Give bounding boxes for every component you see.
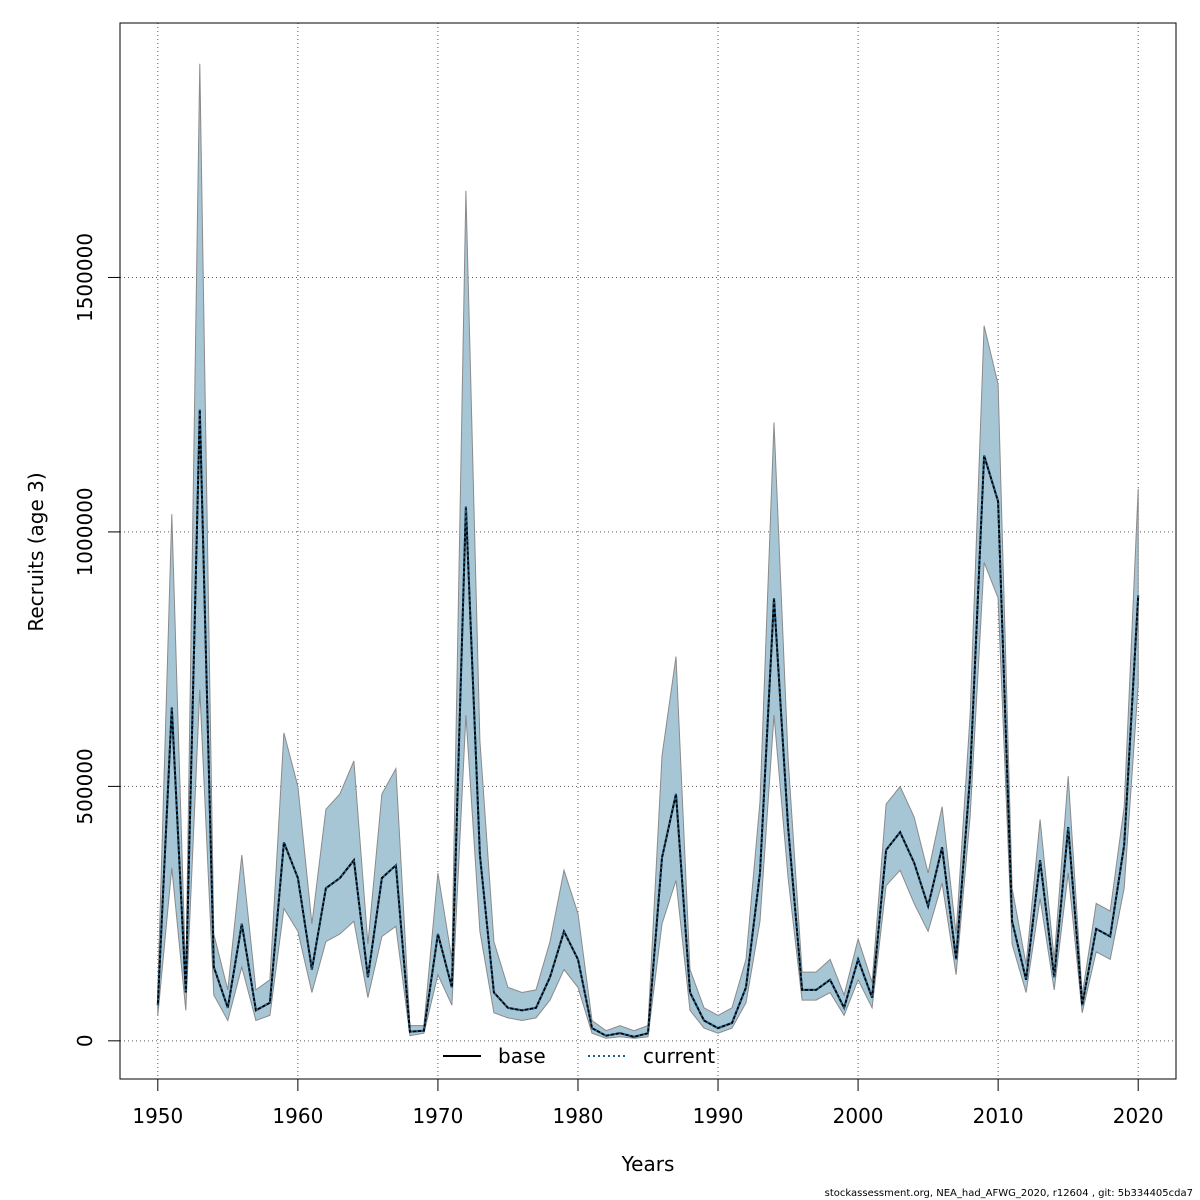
series-line-current xyxy=(156,409,1140,1038)
legend-label-current: current xyxy=(643,1044,715,1068)
y-tick-label: 500000 xyxy=(73,748,97,824)
x-tick-label: 2000 xyxy=(833,1104,884,1128)
x-tick-label: 2020 xyxy=(1113,1104,1164,1128)
x-tick-label: 2010 xyxy=(973,1104,1024,1128)
y-tick-label: 0 xyxy=(73,1034,97,1047)
legend: base current xyxy=(443,1044,715,1068)
y-tick-label: 1500000 xyxy=(73,233,97,322)
x-tick-label: 1960 xyxy=(272,1104,323,1128)
footer-credit: stockassessment.org, NEA_had_AFWG_2020, … xyxy=(825,1188,1193,1199)
x-axis: 1950 1960 1970 1980 1990 2000 2010 2020 xyxy=(132,1078,1164,1128)
x-tick-label: 1980 xyxy=(553,1104,604,1128)
y-axis: 0 500000 1000000 1500000 xyxy=(73,233,121,1047)
x-tick-label: 1990 xyxy=(693,1104,744,1128)
legend-label-base: base xyxy=(498,1044,546,1068)
confidence-band xyxy=(157,63,1139,1039)
x-axis-title: Years xyxy=(621,1152,675,1176)
grid-lines xyxy=(120,23,1176,1079)
y-tick-label: 1000000 xyxy=(73,487,97,576)
y-axis-title: Recruits (age 3) xyxy=(24,472,48,631)
x-tick-label: 1950 xyxy=(132,1104,183,1128)
x-tick-label: 1970 xyxy=(412,1104,463,1128)
